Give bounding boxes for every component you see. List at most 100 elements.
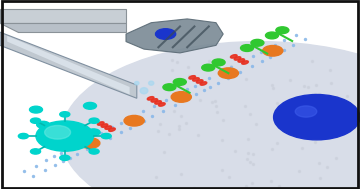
Circle shape bbox=[31, 118, 41, 123]
Point bbox=[250, 55, 256, 58]
Ellipse shape bbox=[151, 99, 158, 102]
Ellipse shape bbox=[149, 81, 154, 85]
Point bbox=[192, 84, 198, 87]
Polygon shape bbox=[0, 23, 126, 32]
Point bbox=[60, 160, 66, 163]
Polygon shape bbox=[7, 36, 130, 94]
Point bbox=[52, 164, 58, 167]
Point bbox=[258, 50, 264, 53]
Ellipse shape bbox=[155, 101, 162, 104]
Ellipse shape bbox=[61, 42, 360, 189]
Point bbox=[75, 143, 81, 146]
Point bbox=[273, 43, 278, 46]
Point bbox=[175, 93, 180, 96]
Circle shape bbox=[89, 149, 99, 154]
Circle shape bbox=[212, 59, 225, 66]
Point bbox=[125, 118, 131, 121]
Point bbox=[67, 156, 73, 159]
Point bbox=[30, 175, 36, 178]
Point bbox=[302, 38, 307, 41]
Ellipse shape bbox=[238, 59, 245, 62]
Ellipse shape bbox=[242, 61, 248, 64]
Ellipse shape bbox=[158, 103, 165, 106]
Point bbox=[237, 71, 243, 74]
Point bbox=[86, 137, 92, 140]
Circle shape bbox=[274, 94, 360, 140]
Point bbox=[22, 170, 27, 173]
Point bbox=[282, 39, 287, 42]
Point bbox=[107, 136, 113, 139]
Ellipse shape bbox=[98, 122, 104, 125]
Ellipse shape bbox=[140, 88, 148, 94]
Ellipse shape bbox=[189, 76, 195, 79]
Circle shape bbox=[60, 155, 70, 160]
Point bbox=[98, 131, 104, 134]
Point bbox=[274, 52, 280, 55]
Point bbox=[206, 77, 212, 80]
Circle shape bbox=[202, 64, 215, 71]
Circle shape bbox=[173, 79, 186, 85]
Point bbox=[184, 98, 189, 101]
Point bbox=[216, 72, 222, 75]
Circle shape bbox=[18, 133, 28, 139]
Circle shape bbox=[171, 92, 192, 102]
Point bbox=[43, 159, 49, 162]
Circle shape bbox=[60, 112, 70, 117]
Point bbox=[267, 55, 273, 58]
Point bbox=[215, 81, 221, 84]
Point bbox=[75, 153, 80, 156]
Ellipse shape bbox=[101, 124, 108, 127]
Circle shape bbox=[156, 29, 176, 39]
Circle shape bbox=[101, 133, 111, 139]
Point bbox=[134, 123, 140, 126]
Point bbox=[160, 109, 166, 112]
Circle shape bbox=[163, 84, 176, 91]
Polygon shape bbox=[0, 9, 126, 23]
Circle shape bbox=[295, 106, 317, 117]
Point bbox=[259, 60, 265, 63]
Circle shape bbox=[251, 39, 264, 46]
Point bbox=[225, 77, 231, 80]
Circle shape bbox=[124, 115, 144, 126]
Point bbox=[42, 169, 48, 172]
Point bbox=[58, 151, 64, 154]
Circle shape bbox=[263, 46, 283, 56]
Polygon shape bbox=[0, 32, 137, 98]
Circle shape bbox=[84, 102, 96, 109]
Point bbox=[249, 65, 255, 68]
Circle shape bbox=[31, 149, 41, 154]
Point bbox=[282, 48, 287, 51]
Ellipse shape bbox=[230, 55, 237, 58]
Point bbox=[118, 121, 123, 124]
Point bbox=[127, 126, 132, 129]
Circle shape bbox=[80, 138, 100, 148]
Point bbox=[172, 103, 178, 106]
Point bbox=[228, 66, 234, 69]
Point bbox=[95, 142, 101, 145]
Ellipse shape bbox=[135, 81, 139, 85]
Ellipse shape bbox=[109, 128, 115, 131]
Circle shape bbox=[37, 121, 50, 128]
Point bbox=[132, 114, 138, 117]
Circle shape bbox=[30, 106, 42, 113]
Point bbox=[149, 115, 155, 118]
Circle shape bbox=[218, 68, 238, 78]
Ellipse shape bbox=[105, 126, 112, 129]
Point bbox=[198, 81, 204, 84]
Point bbox=[151, 105, 157, 108]
Point bbox=[84, 148, 90, 151]
Ellipse shape bbox=[234, 57, 241, 60]
Circle shape bbox=[36, 121, 94, 151]
Circle shape bbox=[89, 118, 99, 123]
Point bbox=[240, 60, 246, 63]
Point bbox=[201, 89, 206, 92]
Point bbox=[265, 47, 271, 50]
Circle shape bbox=[45, 125, 71, 139]
Point bbox=[66, 148, 71, 151]
Circle shape bbox=[266, 32, 279, 39]
Point bbox=[184, 88, 190, 91]
Ellipse shape bbox=[196, 80, 203, 83]
Circle shape bbox=[240, 45, 253, 51]
Polygon shape bbox=[126, 19, 223, 53]
Circle shape bbox=[276, 27, 289, 34]
